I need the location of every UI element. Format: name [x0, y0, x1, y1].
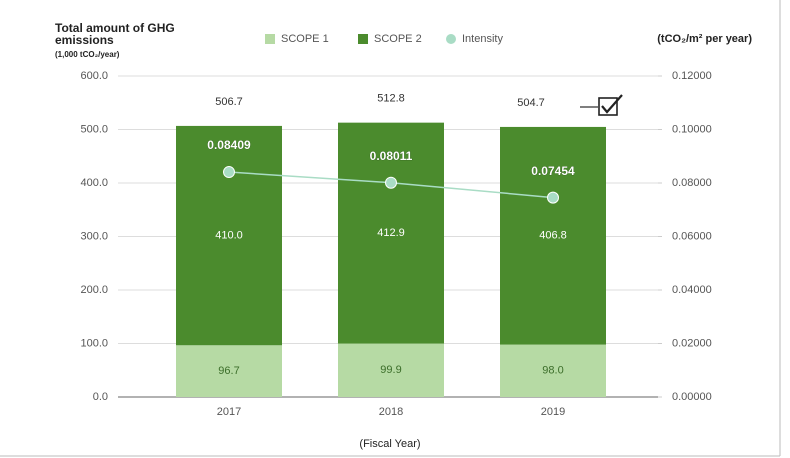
x-axis-title: (Fiscal Year)	[359, 438, 420, 450]
intensity-label: 0.08409	[207, 138, 251, 152]
intensity-point	[223, 166, 235, 179]
bar-segment	[338, 343, 444, 397]
y2-tick-label: 0.04000	[672, 284, 712, 296]
bar-segment	[500, 126, 606, 345]
check-icon	[580, 94, 623, 116]
total-label: 512.8	[377, 93, 405, 105]
intensity-point	[547, 191, 559, 204]
y2-tick-label: 0.02000	[672, 337, 712, 349]
chart-subtitle: (1,000 tCO₂/year)	[55, 50, 120, 59]
y2-tick-label: 0.12000	[672, 70, 712, 82]
data-label: 98.0	[542, 365, 563, 377]
y-tick-label: 300.0	[80, 230, 108, 242]
legend-swatch	[446, 34, 456, 44]
y-tick-label: 100.0	[80, 337, 108, 349]
y-tick-label: 400.0	[80, 177, 108, 189]
data-label: 412.9	[377, 227, 405, 239]
y-tick-label: 0.0	[93, 391, 108, 403]
intensity-point	[385, 176, 397, 189]
y2-tick-label: 0.10000	[672, 123, 712, 135]
y-tick-label: 600.0	[80, 70, 108, 82]
total-label: 506.7	[215, 96, 243, 108]
legend-swatch	[265, 34, 275, 44]
bar-segment	[338, 122, 444, 344]
y-tick-label: 500.0	[80, 123, 108, 135]
y-tick-label: 200.0	[80, 284, 108, 296]
y2-tick-label: 0.06000	[672, 230, 712, 242]
x-tick-label: 2019	[541, 406, 565, 418]
bar-segment	[176, 125, 282, 346]
y2-tick-label: 0.08000	[672, 177, 712, 189]
bar-segment	[500, 344, 606, 397]
y2-axis-title: (tCO₂/m² per year)	[657, 33, 752, 45]
total-label: 504.7	[517, 97, 545, 109]
y2-tick-label: 0.00000	[672, 391, 712, 403]
data-label: 96.7	[218, 365, 239, 377]
bar-segment	[176, 345, 282, 397]
legend-swatch	[358, 34, 368, 44]
legend-label: Intensity	[462, 33, 503, 45]
data-label: 410.0	[215, 229, 243, 241]
x-tick-label: 2017	[217, 406, 241, 418]
data-label: 406.8	[539, 230, 567, 242]
intensity-label: 0.07454	[531, 164, 575, 178]
x-tick-label: 2018	[379, 406, 403, 418]
intensity-label: 0.08011	[370, 149, 413, 163]
legend-label: SCOPE 1	[281, 33, 329, 45]
legend-label: SCOPE 2	[374, 33, 422, 45]
data-label: 99.9	[380, 364, 401, 376]
chart-title: Total amount of GHG emissions	[55, 21, 175, 47]
